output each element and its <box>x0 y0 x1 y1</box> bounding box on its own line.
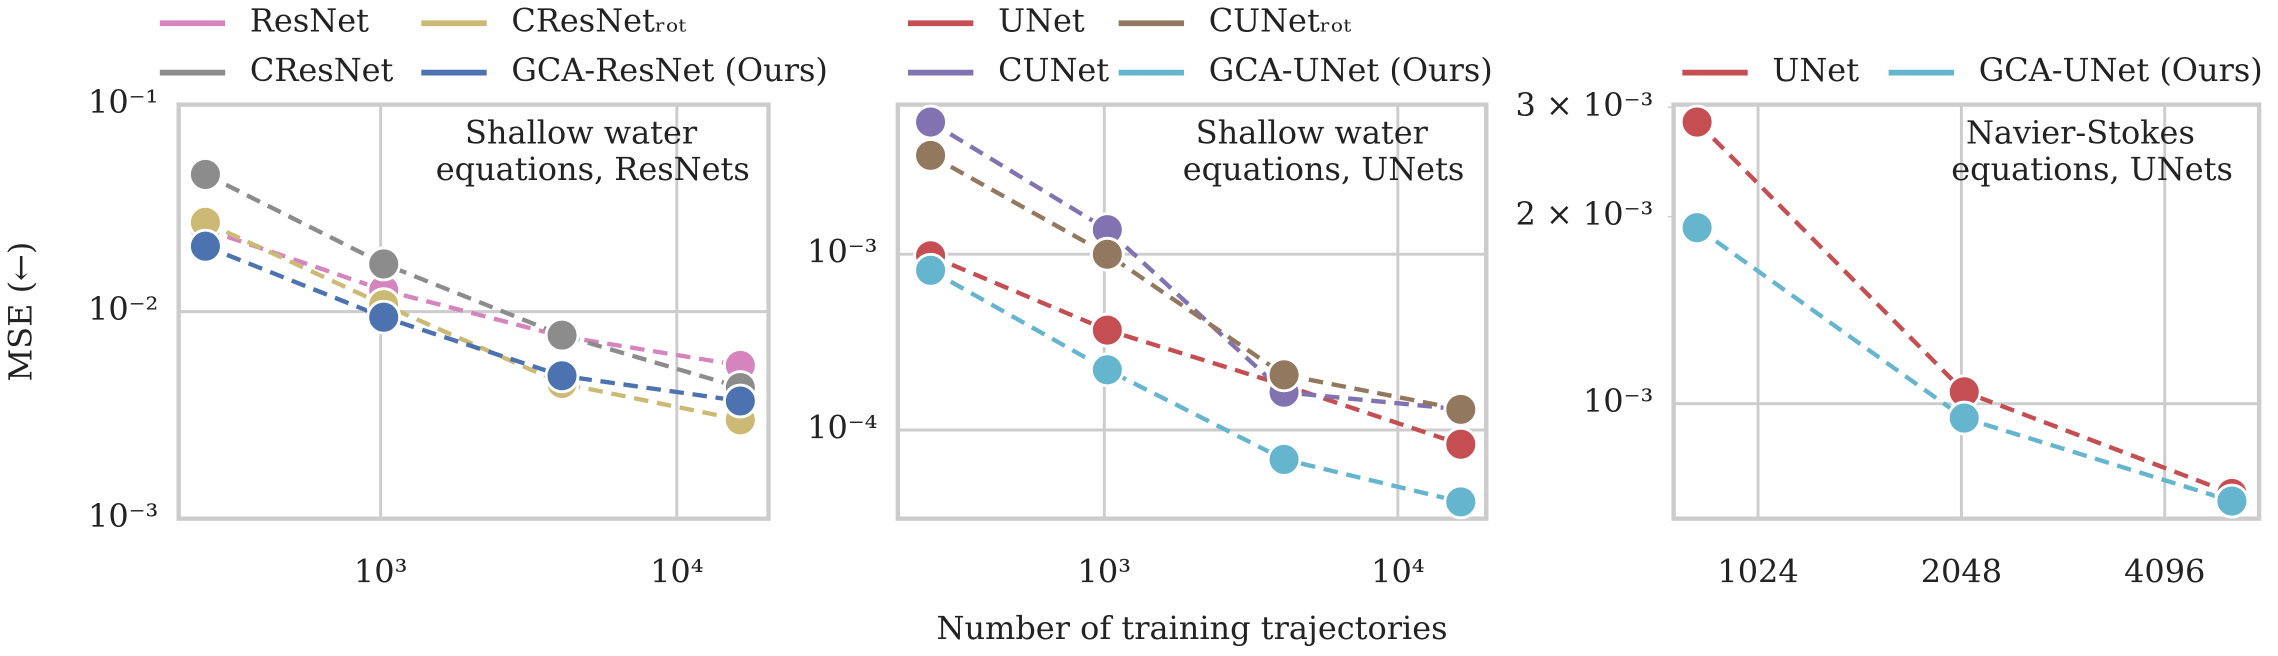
data-point <box>2214 483 2250 519</box>
x-tick-label: 10⁴ <box>1371 552 1424 590</box>
legend-label: UNet <box>1772 51 1859 89</box>
data-point <box>1089 236 1125 272</box>
annotation: Shallow water <box>465 114 698 152</box>
data-point <box>913 252 949 288</box>
x-tick-label: 10³ <box>354 552 407 590</box>
figure-body: 10³ 10⁴ 10⁻¹ 10⁻² 10⁻³ ResNet CResNet CResNetᵣₒ… <box>2 2 2263 647</box>
data-point <box>544 317 580 353</box>
y-tick-label: 10⁻¹ <box>88 83 158 121</box>
annotation: equations, UNets <box>1183 150 1465 188</box>
data-point <box>187 228 223 264</box>
data-point <box>913 137 949 173</box>
series-line <box>204 220 741 423</box>
data-point <box>1443 391 1479 427</box>
y-tick-label: 10⁻³ <box>88 497 158 535</box>
x-tick-label: 1024 <box>1717 552 1798 590</box>
annotation: Navier-Stokes <box>1966 114 2195 152</box>
x-tick-label: 10³ <box>1078 552 1131 590</box>
data-point <box>187 156 223 192</box>
data-point <box>1443 484 1479 520</box>
data-point <box>722 383 758 419</box>
x-tick-label: 4096 <box>2124 552 2205 590</box>
y-tick-label: 3 × 10⁻³ <box>1516 86 1654 124</box>
legend-label: CResNetᵣₒₜ <box>511 2 686 40</box>
data-point <box>1946 400 1982 436</box>
y-axis-label: MSE (←) <box>2 242 40 382</box>
data-point <box>1266 357 1302 393</box>
data-point <box>366 299 402 335</box>
series-line <box>929 153 1462 412</box>
legend-label: GCA-UNet (Ours) <box>1979 51 2263 89</box>
legend-label: UNet <box>998 2 1085 40</box>
x-axis-label: Number of training trajectories <box>937 609 1448 647</box>
data-point <box>366 246 402 282</box>
legend-label: GCA-ResNet (Ours) <box>511 51 827 89</box>
annotation: Shallow water <box>1196 114 1429 152</box>
series-line <box>929 253 1462 447</box>
series-line <box>929 120 1462 412</box>
data-point <box>1089 352 1125 388</box>
y-tick-label: 10⁻³ <box>807 233 877 271</box>
y-tick-label: 10⁻² <box>88 290 158 328</box>
series-line <box>204 227 741 368</box>
data-point <box>913 104 949 140</box>
x-tick-label: 10⁴ <box>650 552 703 590</box>
legend-label: GCA-UNet (Ours) <box>1209 51 1493 89</box>
data-point <box>1089 312 1125 348</box>
y-tick-label: 10⁻³ <box>1583 382 1653 420</box>
y-tick-label: 2 × 10⁻³ <box>1516 195 1654 233</box>
series-line <box>204 244 741 404</box>
x-tick-label: 2048 <box>1921 552 2002 590</box>
legend-label: CResNet <box>250 51 394 89</box>
data-point <box>1679 104 1715 140</box>
data-point <box>544 358 580 394</box>
series-line <box>204 172 741 390</box>
y-tick-label: 10⁻⁴ <box>807 408 877 446</box>
legend-label: CUNetᵣₒₜ <box>1209 2 1351 40</box>
plot-frame <box>1671 102 2262 521</box>
annotation: equations, UNets <box>1951 150 2233 188</box>
data-point <box>1679 210 1715 246</box>
series-line <box>1695 225 2233 504</box>
legend-label: ResNet <box>250 2 369 40</box>
series-line <box>929 268 1462 504</box>
data-point <box>1266 441 1302 477</box>
annotation: equations, ResNets <box>436 150 750 188</box>
plot-frame <box>176 102 771 521</box>
plot-frame <box>895 102 1489 521</box>
legend-label: CUNet <box>998 51 1109 89</box>
data-point <box>1443 426 1479 462</box>
